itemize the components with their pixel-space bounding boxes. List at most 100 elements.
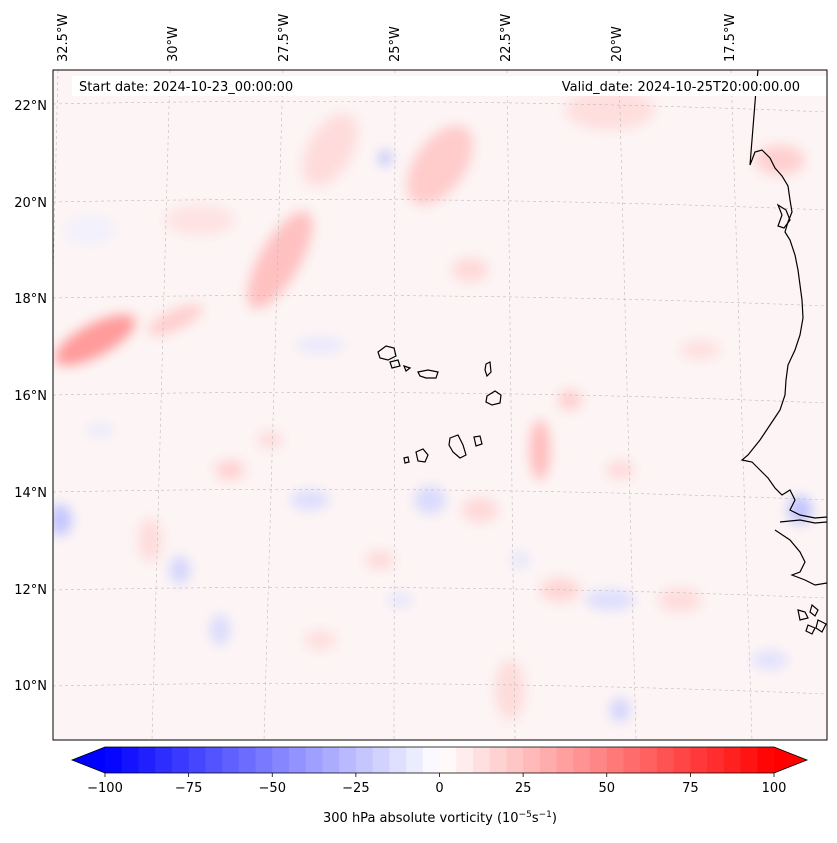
latitude-labels: 22°N 20°N 18°N 16°N 14°N 12°N 10°N <box>14 99 47 694</box>
gridline-lon-25 <box>393 70 396 740</box>
lat-label-14n: 14°N <box>14 486 47 501</box>
colorbar-tick-label: 25 <box>515 781 532 796</box>
africa-coastline <box>740 70 827 519</box>
gridline-lat-10 <box>53 683 827 695</box>
start-date-label: Start date: 2024-10-23_00:00:00 <box>79 80 293 95</box>
colorbar-segment <box>456 747 474 773</box>
colorbar-ticks: −100 −75 −50 −25 0 25 50 75 100 <box>87 773 786 796</box>
colorbar-segment <box>222 747 240 773</box>
colorbar-segment <box>288 747 307 773</box>
colorbar-segment <box>422 747 441 773</box>
label-box-background <box>72 76 827 96</box>
lon-label-20w: 20°W <box>610 26 625 62</box>
colorbar-segment <box>573 747 591 773</box>
colorbar-segment <box>623 747 641 773</box>
guinea-bissau-coast <box>774 529 827 586</box>
colorbar-segment <box>439 747 457 773</box>
colorbar-segment <box>556 747 574 773</box>
colorbar-segment <box>690 747 708 773</box>
island-boa-vista <box>485 390 502 406</box>
colorbar-segment <box>171 747 190 773</box>
colorbar-tick-label: −25 <box>342 781 369 796</box>
colorbar-segment <box>255 747 273 773</box>
colorbar-tick-label: −75 <box>175 781 202 796</box>
colorbar-segment <box>506 747 524 773</box>
colorbar-segment <box>322 747 340 773</box>
gridline-lat-14 <box>53 489 827 501</box>
bijagos-islands <box>797 603 827 635</box>
map-frame <box>52 69 828 741</box>
colorbar-segment <box>723 747 742 773</box>
gridline-lon-30 <box>151 70 171 740</box>
colorbar-segments <box>105 747 775 773</box>
colorbar-tick-label: 75 <box>682 781 699 796</box>
colorbar-segment <box>121 747 140 773</box>
gambia-river <box>779 519 827 524</box>
lon-label-30w: 30°W <box>166 26 181 62</box>
lat-label-22n: 22°N <box>14 99 47 114</box>
colorbar-tick-label: 100 <box>762 781 787 796</box>
gridline-lon-20 <box>618 70 637 740</box>
colorbar-segment <box>389 747 407 773</box>
colorbar-segment <box>757 747 775 773</box>
colorbar-segment <box>205 747 223 773</box>
colorbar-label: 300 hPa absolute vorticity (10−5s−1) <box>323 810 557 826</box>
lat-label-12n: 12°N <box>14 583 47 598</box>
island-santa-luzia <box>402 365 412 372</box>
colorbar-low-extend-arrow <box>72 747 105 773</box>
lon-label-27.5w: 27.5°W <box>277 14 292 62</box>
map-area: Start date: 2024-10-23_00:00:00 Valid_da… <box>53 70 827 740</box>
island-santiago <box>448 434 467 459</box>
colorbar-segment <box>138 747 156 773</box>
colorbar-segment <box>339 747 357 773</box>
lat-label-18n: 18°N <box>14 292 47 307</box>
colorbar-tick-label: 0 <box>435 781 443 796</box>
vorticity-field <box>53 90 812 722</box>
island-sao-vicente <box>389 359 401 369</box>
colorbar-segment <box>406 747 424 773</box>
gridline-lat-18 <box>53 295 827 307</box>
colorbar: −100 −75 −50 −25 0 25 50 75 100 300 hPa absolute… <box>70 746 809 826</box>
colorbar-segment <box>372 747 390 773</box>
gridlines <box>53 70 827 740</box>
colorbar-segment <box>539 747 558 773</box>
gridline-lat-16 <box>53 392 827 404</box>
colorbar-segment <box>105 747 123 773</box>
colorbar-segment <box>355 747 374 773</box>
lon-label-25w: 25°W <box>388 26 403 62</box>
lat-label-20n: 20°N <box>14 196 47 211</box>
colorbar-segment <box>305 747 324 773</box>
valid-date-label: Valid_date: 2024-10-25T20:00:00.00 <box>562 80 800 95</box>
lat-label-16n: 16°N <box>14 389 47 404</box>
colorbar-segment <box>272 747 290 773</box>
cape-verde-islands <box>377 345 502 464</box>
colorbar-segment <box>740 747 758 773</box>
colorbar-tick-label: −50 <box>259 781 286 796</box>
colorbar-segment <box>707 747 725 773</box>
lon-label-22.5w: 22.5°W <box>499 14 514 62</box>
gridline-lat-12 <box>53 587 827 599</box>
gridline-lon-17.5 <box>730 70 753 740</box>
gridline-lat-22 <box>53 101 827 113</box>
longitude-labels: 32.5°W 30°W 27.5°W 25°W 22.5°W 20°W 17.5… <box>56 14 738 62</box>
lat-label-10n: 10°N <box>14 679 47 694</box>
coastline <box>740 70 827 635</box>
canary-island-fuerteventura <box>776 203 791 229</box>
colorbar-segment <box>656 747 675 773</box>
island-brava <box>403 456 410 464</box>
gridline-lon-27.5 <box>263 70 284 740</box>
island-sal <box>484 361 492 378</box>
colorbar-segment <box>188 747 206 773</box>
gridline-lon-22.5 <box>506 70 516 740</box>
colorbar-high-extend-arrow <box>774 747 807 773</box>
colorbar-tick-label: −100 <box>87 781 123 796</box>
island-sao-nicolau <box>417 369 439 379</box>
lon-label-17.5w: 17.5°W <box>723 14 738 62</box>
colorbar-segment <box>238 747 257 773</box>
colorbar-segment <box>155 747 173 773</box>
colorbar-segment <box>673 747 691 773</box>
colorbar-segment <box>472 747 491 773</box>
island-fogo <box>415 448 429 463</box>
